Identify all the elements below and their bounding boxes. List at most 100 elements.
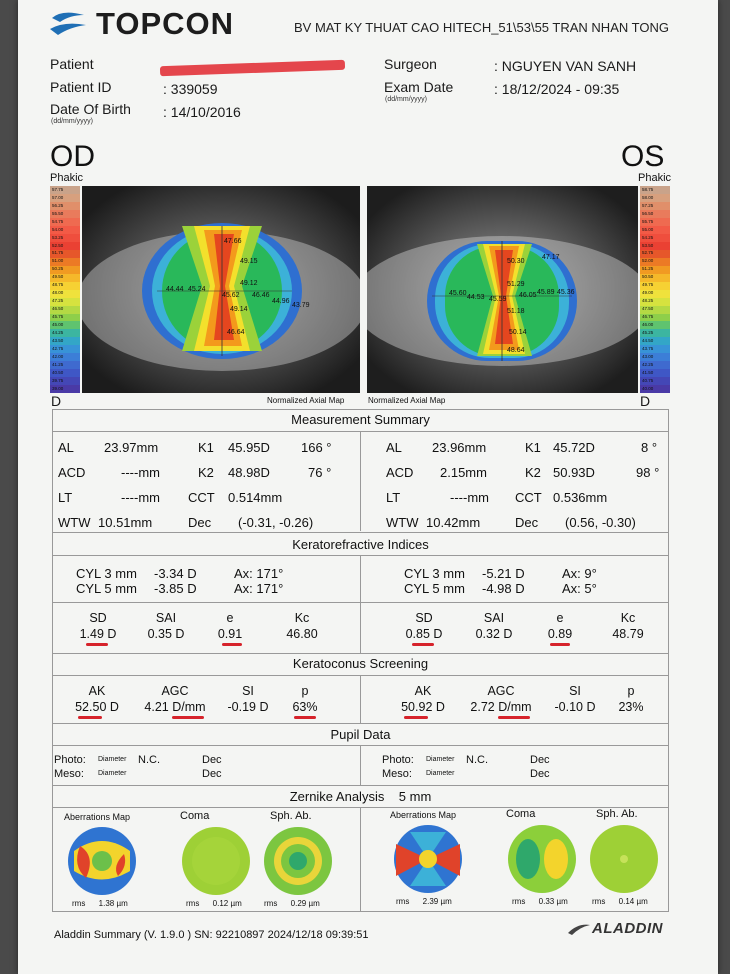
od-agc-label: AGC — [161, 684, 189, 698]
od-dec-value: (-0.31, -0.26) — [238, 515, 314, 530]
os-map-value: 51.29 — [507, 281, 525, 288]
scale-value: 46.00 — [640, 321, 670, 330]
os-sd-underline — [412, 643, 434, 646]
os-dec-label: Dec — [515, 515, 539, 530]
od-sd-underline — [86, 643, 108, 646]
scale-value: 51.75 — [50, 249, 80, 258]
os-sai-label: SAI — [483, 611, 505, 625]
divider — [360, 745, 361, 785]
od-map-value: 47.66 — [224, 238, 242, 245]
os-k1-label: K1 — [525, 440, 541, 455]
scale-value: 42.75 — [50, 345, 80, 354]
od-p-value: 63% — [292, 700, 318, 714]
scale-value: 41.25 — [50, 361, 80, 370]
os-dec-value: (0.56, -0.30) — [565, 515, 636, 530]
od-aberrations-map — [68, 827, 136, 895]
od-cct-value: 0.514mm — [228, 490, 283, 505]
os-p-label: p — [627, 684, 635, 698]
od-phakic: Phakic — [50, 172, 84, 184]
od-map-value: 44.44 — [166, 286, 184, 293]
od-si-value: -0.19 D — [227, 700, 269, 714]
os-meso-diameter: Diameter — [426, 770, 455, 777]
os-axial-map: 50.30 47.17 51.29 45.60 44.53 45.59 46.0… — [367, 186, 638, 393]
od-meso-diameter: Diameter — [98, 770, 127, 777]
od-meso-dec: Dec — [202, 768, 222, 780]
od-sd-label: SD — [89, 611, 107, 625]
os-ak-label: AK — [414, 684, 432, 698]
scale-value: 43.75 — [640, 345, 670, 354]
scale-value: 42.00 — [50, 353, 80, 362]
od-ak-underline — [78, 716, 102, 719]
patient-id-label: Patient ID — [50, 79, 112, 95]
od-sph-title: Sph. Ab. — [270, 810, 312, 822]
scale-value: 47.50 — [640, 305, 670, 314]
os-wtw-value: 10.42mm — [426, 515, 481, 530]
scale-value: 48.75 — [50, 281, 80, 290]
scale-value: 54.75 — [50, 217, 80, 226]
od-lt-value: ----mm — [121, 490, 160, 505]
os-lt-value: ----mm — [450, 490, 489, 505]
surgeon-label: Surgeon — [384, 56, 437, 72]
os-d-label: D — [640, 393, 651, 409]
os-p-value: 23% — [618, 700, 644, 714]
scale-value: 56.25 — [50, 201, 80, 210]
scale-value: 57.75 — [50, 186, 80, 194]
od-dec-label: Dec — [188, 515, 212, 530]
scale-value: 45.25 — [640, 329, 670, 338]
os-meso-dec: Dec — [530, 768, 550, 780]
os-map-caption: Normalized Axial Map — [368, 396, 446, 405]
os-k1-axis: 8 ° — [641, 440, 658, 455]
scale-value: 52.00 — [640, 257, 670, 266]
aladdin-logo-icon — [568, 924, 590, 935]
os-al-label: AL — [386, 440, 402, 455]
scale-value: 58.75 — [640, 186, 670, 194]
os-agc-underline — [498, 716, 530, 719]
aladdin-logo: ALADDIN — [566, 920, 663, 937]
od-lt-label: LT — [58, 490, 73, 505]
od-sai-label: SAI — [155, 611, 177, 625]
os-cct-value: 0.536mm — [553, 490, 608, 505]
od-photo-label: Photo: — [54, 754, 86, 766]
od-cyl5-value: -3.85 D — [154, 581, 197, 596]
od-map-value: 45.62 — [222, 292, 240, 299]
scale-value: 50.25 — [50, 265, 80, 274]
os-map-value: 45.60 — [449, 290, 467, 297]
scale-value: 57.25 — [640, 201, 670, 210]
scale-value: 54.25 — [640, 233, 670, 242]
os-kc-value: 48.79 — [612, 627, 644, 641]
os-map-value: 47.17 — [542, 254, 560, 261]
os-map-value: 46.05 — [519, 292, 537, 299]
divider — [52, 653, 669, 654]
os-map-value: 48.64 — [507, 347, 525, 354]
od-e-underline — [222, 643, 242, 646]
od-map-value: 45.24 — [188, 286, 206, 293]
brand-name: TOPCON — [96, 6, 235, 41]
exam-date-label: Exam Date — [384, 79, 454, 95]
od-coma-rms: rms 0.12 µm — [186, 899, 242, 908]
od-map-value: 49.12 — [240, 280, 258, 287]
scale-value: 43.50 — [50, 337, 80, 346]
exam-date-format: (dd/mm/yyyy) — [385, 96, 427, 103]
topcon-logo-icon — [50, 12, 86, 35]
od-kc-value: 46.80 — [286, 627, 318, 641]
od-map-value: 46.64 — [227, 329, 245, 336]
scale-value: 49.75 — [640, 281, 670, 290]
os-map-value: 45.59 — [489, 296, 507, 303]
od-sph-map — [264, 827, 332, 895]
scale-value: 55.00 — [640, 225, 670, 234]
scale-value: 40.00 — [640, 385, 670, 394]
od-agc-underline — [172, 716, 204, 719]
od-k1-value: 45.95D — [228, 440, 270, 455]
os-sph-title: Sph. Ab. — [596, 808, 638, 820]
divider — [52, 785, 669, 786]
scale-value: 53.25 — [50, 233, 80, 242]
os-map-value: 50.14 — [509, 329, 527, 336]
scale-value: 52.75 — [640, 249, 670, 258]
os-wtw-label: WTW — [386, 515, 419, 530]
os-map-value: 45.36 — [557, 289, 575, 296]
scale-value: 46.75 — [640, 313, 670, 322]
hospital-name: BV MAT KY THUAT CAO HITECH_51\53\55 TRAN… — [294, 20, 669, 35]
os-lt-label: LT — [386, 490, 401, 505]
os-agc-label: AGC — [487, 684, 515, 698]
os-cyl5-axis: Ax: 5° — [562, 581, 597, 596]
